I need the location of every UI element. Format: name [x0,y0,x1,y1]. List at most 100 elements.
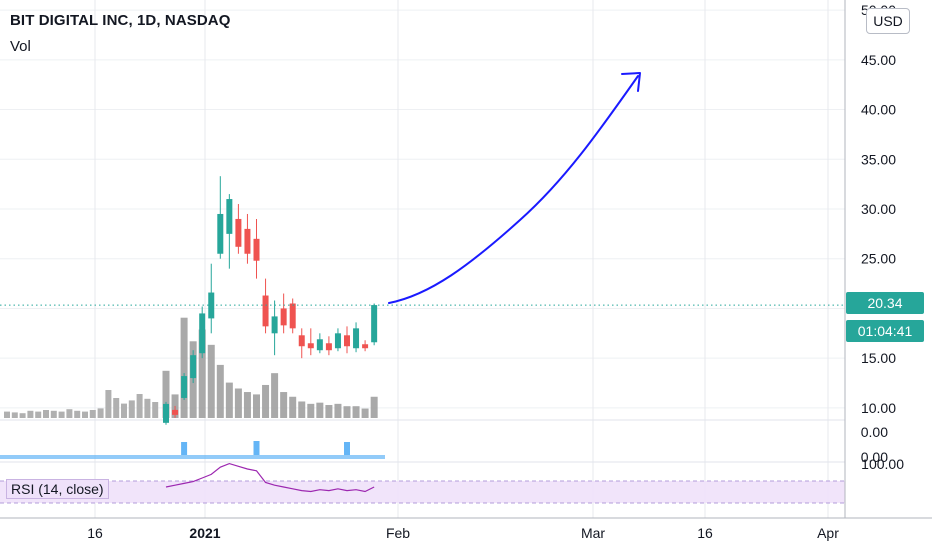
volume-bar [128,400,135,418]
candle-body [226,199,233,234]
volume-bar [243,392,251,418]
indicator-bar [344,442,350,455]
candle-body [172,409,179,415]
volume-bar [35,411,42,418]
volume-bar [198,329,206,418]
candle-body [371,305,378,343]
price-tick-label: 25.00 [861,251,896,267]
volume-bar [162,370,170,418]
volume-bar [225,382,233,418]
projection-arrow [388,75,639,304]
volume-bar [316,402,324,418]
volume-bar [280,392,288,418]
indicator-scale-label: 0.00 [861,449,888,465]
volume-bar [105,390,112,418]
volume-bar [58,411,65,418]
currency-button[interactable]: USD [866,8,910,34]
candle-body [217,213,224,254]
price-tick-label: 40.00 [861,102,896,118]
volume-bar [207,344,215,418]
volume-bar [4,411,10,418]
candle-body [280,308,287,326]
time-tick-label: Mar [581,525,605,541]
last-price-badge: 20.34 [846,292,924,314]
volume-bar [97,408,104,418]
price-tick-label: 15.00 [861,350,896,366]
symbol-title: BIT DIGITAL INC, 1D, NASDAQ [10,12,231,29]
time-tick-label: 16 [697,525,713,541]
volume-bar [180,317,188,418]
time-tick-label: Apr [817,525,839,541]
candle-body [181,376,188,398]
chart-grid [0,0,845,518]
volume-bar [325,405,333,418]
candle-body [353,328,360,349]
volume-bar [82,411,88,418]
time-axis[interactable]: 16 2021 Feb Mar 16 Apr [0,517,932,541]
candlestick-series [163,176,378,425]
volume-bar [334,403,342,418]
indicator-bar [253,441,260,455]
bar-countdown-badge: 01:04:41 [846,320,924,342]
candle-body [253,238,260,261]
volume-bar [289,396,297,418]
volume-bar [262,384,270,418]
price-tick-label: 35.00 [861,151,896,167]
volume-bar [113,398,120,418]
volume-bar [298,401,306,418]
candle-body [316,339,323,351]
volume-bar [121,403,127,418]
candle-body [199,313,206,354]
rsi-band [0,481,845,503]
candle-body [298,335,305,347]
price-tick-label: 45.00 [861,52,896,68]
chart-overlays [0,72,845,504]
price-tick-label: 10.00 [861,400,896,416]
candle-body [325,343,332,351]
volume-bar [74,410,81,418]
candle-body [271,316,278,334]
volume-bar [271,373,279,418]
volume-bar [352,406,360,418]
rsi-line [165,462,375,493]
candle-body [190,355,197,379]
price-axis[interactable]: 50.0045.0040.0035.0030.0025.0020.0015.00… [844,0,904,518]
candle-body [334,333,341,349]
volume-bar [27,410,34,418]
time-tick-label: 16 [87,525,103,541]
candle-body [163,403,169,423]
volume-bar [50,410,57,418]
volume-bar [11,412,18,418]
volume-bar [343,406,351,418]
volume-bar [253,394,260,418]
volume-bar [136,394,143,418]
volume-bar [43,410,49,418]
candle-body [289,303,296,329]
volume-legend: Vol [10,38,31,55]
volume-bar [370,396,378,418]
candle-body [262,295,269,327]
candle-body [344,335,350,347]
volume-bar [216,364,224,418]
candle-body [208,292,215,319]
candle-body [362,344,369,349]
candle-body [307,343,314,349]
projection-arrow-head [621,72,641,92]
volume-bar [234,388,242,418]
candle-body [244,228,251,254]
time-tick-label: 2021 [189,525,220,541]
indicator-bar [181,442,188,455]
time-tick-label: Feb [386,525,410,541]
volume-bar [152,402,159,418]
volume-bar [19,413,26,418]
price-tick-label: 30.00 [861,201,896,217]
rsi-legend: RSI (14, close) [6,479,109,499]
indicator-strip [0,455,385,459]
candle-body [235,218,242,247]
volume-bar [307,403,315,418]
volume-bar [144,398,151,418]
volume-bar [89,410,96,418]
indicator-scale-label: 0.00 [861,424,888,440]
volume-bar [361,408,369,418]
